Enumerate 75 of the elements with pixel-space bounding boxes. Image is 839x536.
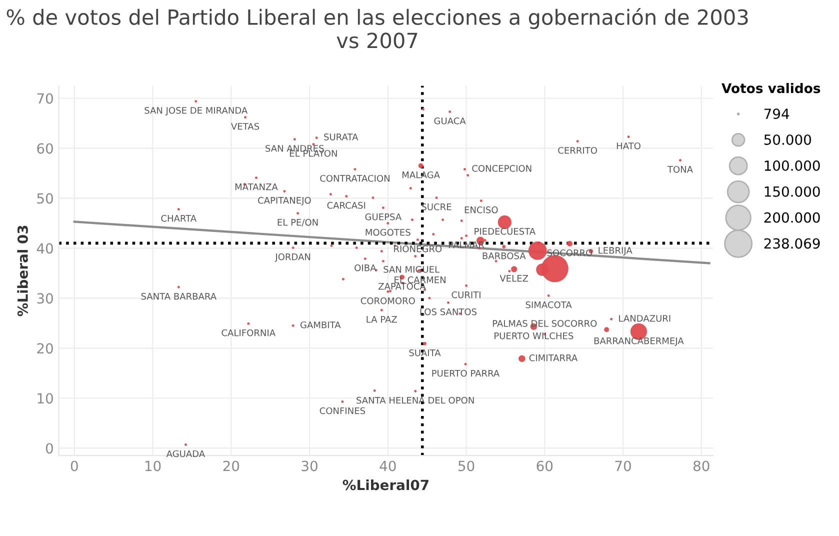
annotation: OIBA (354, 264, 376, 272)
legend-label: 794 (764, 108, 790, 120)
annotation: EL CARMEN (394, 276, 446, 284)
x-tick-label: 40 (380, 460, 396, 472)
y-tick-label: 10 (38, 393, 53, 404)
legend-label: 150.000 (764, 186, 820, 197)
y-tick-label: 50 (37, 193, 53, 204)
x-tick-label: 70 (615, 460, 631, 472)
y-tick-label: 40 (36, 243, 53, 254)
annotation: COROMORO (360, 297, 415, 304)
annotation: CARCASI (327, 202, 366, 209)
annotation: PALMAS DEL SOCORRO (492, 320, 597, 327)
x-tick-label: 60 (536, 460, 553, 472)
annotation: ZAPATOCA (378, 282, 426, 290)
annotation: MATANZA (235, 184, 278, 190)
annotation: RIONEGRO (394, 245, 442, 252)
annotation: SANTA HELENA DEL OPON (356, 396, 474, 404)
annotation: SUCRE (422, 203, 452, 210)
x-tick-label: 50 (458, 460, 474, 472)
chart-title: % de votos del Partido Liberal en las elecciones a gobernación de 2003 vs 2007 (6, 8, 748, 48)
annotation: LA PAZ (366, 316, 397, 323)
annotation: CERRITO (558, 146, 597, 154)
annotation: CONTRATACION (320, 174, 390, 182)
y-tick-label: 30 (37, 293, 53, 304)
legend-label: 100.000 (764, 160, 820, 171)
y-tick-label: 20 (37, 343, 53, 354)
annotation: GAMBITA (300, 321, 341, 328)
annotation: CALIFORNIA (222, 329, 276, 336)
annotation: SANTA BARBARA (141, 292, 216, 300)
x-tick-label: 80 (694, 460, 710, 472)
y-tick-label: 60 (37, 143, 53, 154)
legend-title: Votos validos (722, 83, 820, 94)
annotation: TONA (667, 166, 693, 173)
annotation: EL PE/ON (278, 218, 318, 226)
annotation: LANDAZURI (619, 315, 670, 322)
annotation: GUACA (434, 117, 466, 124)
annotation: SURATA (324, 134, 358, 140)
x-tick-label: 20 (223, 460, 240, 472)
annotation: CIMITARRA (529, 354, 578, 362)
annotation: JORDAN (274, 253, 310, 262)
annotation: MOGOTES (366, 228, 410, 236)
annotation: LOS SANTOS (420, 308, 477, 316)
y-tick-label: 0 (46, 443, 53, 454)
annotation: CONFINES (320, 407, 366, 414)
annotation: AGUADA (166, 450, 206, 458)
annotation: BARRANCABERMEJA (594, 337, 684, 346)
annotation: SAN ANDRES (266, 144, 324, 152)
annotation: CONCEPCION (472, 165, 532, 172)
annotation: CAPITANEJO (258, 196, 311, 206)
y-tick-label: 70 (37, 93, 53, 104)
annotation: ENCISO (464, 206, 498, 214)
annotation: SAN JOSE DE MIRANDA (144, 106, 248, 116)
annotation: VELEZ (500, 275, 528, 282)
annotation: PUERTO WILCHES (494, 332, 574, 340)
annotation: CHARTA (161, 214, 197, 222)
annotation: HATO (616, 142, 640, 150)
x-tick-label: 10 (145, 460, 161, 472)
annotation: PIEDECUESTA (474, 228, 536, 235)
annotation: PUERTO PARRA (432, 370, 500, 377)
x-tick-label: 0 (70, 460, 78, 472)
annotation: SIMACOTA (526, 301, 572, 308)
x-axis-title: %Liberal07 (342, 479, 428, 490)
x-tick-label: 30 (302, 460, 318, 472)
annotation: VETAS (231, 122, 260, 130)
legend-label: 238.069 (764, 238, 820, 249)
annotation: MALAGA (402, 171, 440, 178)
y-axis-title: %Liberal 03 (17, 226, 28, 316)
annotation: BARBOSA (482, 252, 526, 260)
annotation: SAN MIGUEL (384, 266, 440, 273)
annotation: GUEPSA (365, 213, 402, 220)
annotation: CURITI (452, 291, 480, 298)
legend-label: 50.000 (764, 134, 812, 145)
legend-label: 200.000 (764, 212, 820, 223)
annotation: SUAITA (409, 349, 441, 356)
annotation: LEBRIJA (598, 247, 632, 256)
